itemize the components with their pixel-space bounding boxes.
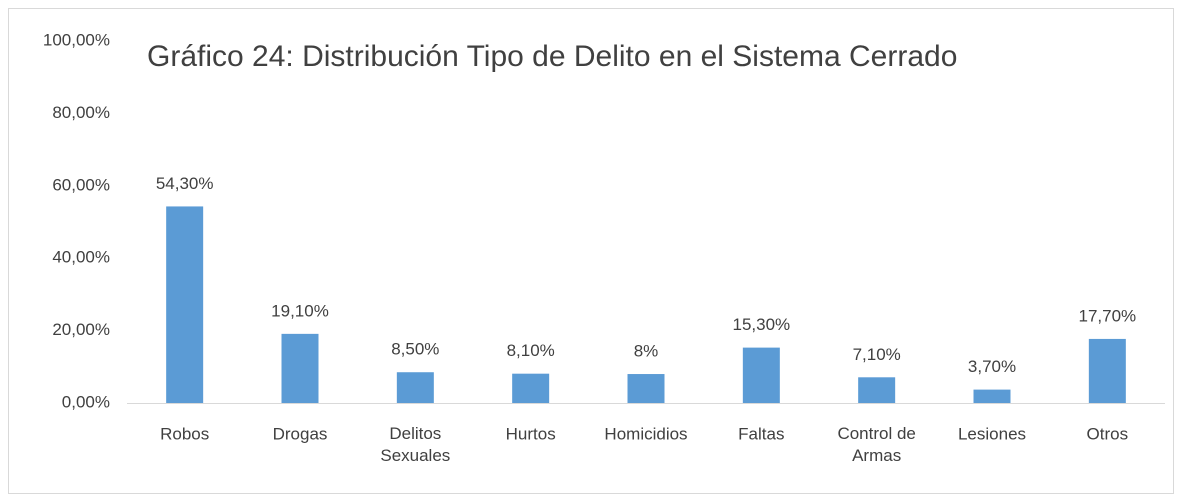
value-label: 54,30%	[156, 174, 214, 193]
y-tick-label: 20,00%	[52, 320, 110, 339]
value-label: 3,70%	[968, 357, 1016, 376]
bar	[281, 333, 319, 403]
x-tick-label: Homicidios	[604, 424, 687, 443]
value-label: 17,70%	[1078, 306, 1136, 325]
bar	[1088, 338, 1126, 403]
value-label: 8,10%	[507, 341, 555, 360]
x-tick-label: Drogas	[273, 424, 328, 443]
y-tick-label: 100,00%	[43, 30, 110, 49]
bar	[973, 389, 1011, 403]
y-tick-label: 80,00%	[52, 103, 110, 122]
x-tick-label: Control de Armas	[837, 424, 915, 465]
x-tick-label: Otros	[1087, 424, 1129, 443]
x-tick-label: Robos	[160, 424, 209, 443]
value-label: 8,50%	[391, 340, 439, 359]
y-tick-label: 0,00%	[62, 392, 110, 411]
bar	[742, 347, 780, 403]
y-tick-label: 40,00%	[52, 248, 110, 267]
bar	[627, 374, 665, 403]
value-label: 19,10%	[271, 301, 329, 320]
bar	[858, 377, 896, 403]
bar	[166, 206, 204, 403]
x-tick-label: Faltas	[738, 424, 784, 443]
value-label: 15,30%	[732, 315, 790, 334]
x-tick-label: Lesiones	[958, 424, 1026, 443]
x-tick-label: Delitos Sexuales	[380, 424, 450, 465]
value-label: 7,10%	[853, 345, 901, 364]
bar	[396, 372, 434, 403]
x-tick-label: Hurtos	[506, 424, 556, 443]
bar	[512, 373, 550, 403]
y-tick-label: 60,00%	[52, 175, 110, 194]
chart-title: Gráfico 24: Distribución Tipo de Delito …	[147, 40, 957, 73]
value-label: 8%	[634, 342, 659, 361]
